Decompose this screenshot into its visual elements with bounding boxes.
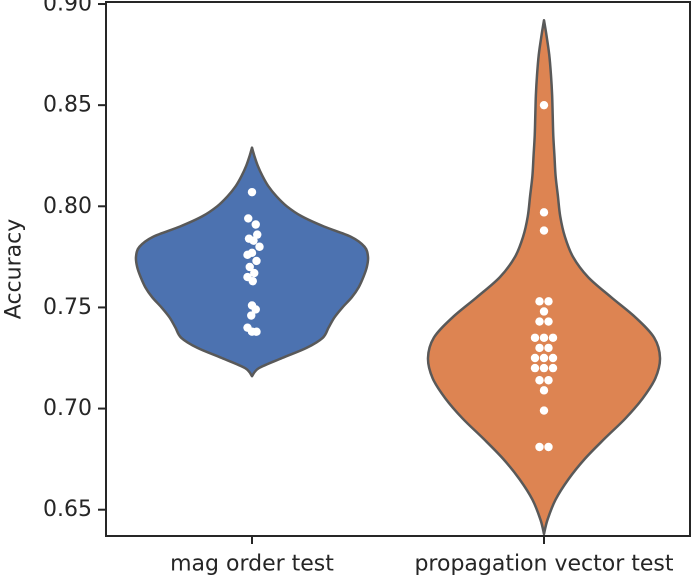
data-point — [539, 406, 549, 415]
data-point — [535, 297, 544, 306]
data-point — [251, 220, 260, 229]
points-layer — [243, 100, 558, 452]
data-point — [252, 256, 261, 266]
x-tick-label: mag order test — [170, 552, 334, 577]
y-tick-label: 0.85 — [43, 93, 92, 118]
data-point — [535, 442, 544, 452]
y-axis: 0.65 0.70 0.75 0.80 0.85 0.90 — [43, 0, 106, 522]
data-point — [245, 262, 254, 272]
data-point — [544, 297, 553, 306]
data-point — [244, 214, 253, 223]
violin-propagation-vector-test — [426, 18, 662, 536]
data-point — [243, 250, 252, 260]
data-point — [539, 386, 549, 395]
data-point — [250, 268, 259, 278]
data-point — [544, 317, 553, 326]
data-point — [539, 333, 549, 342]
data-point — [544, 442, 553, 452]
y-tick-label: 0.90 — [43, 0, 92, 17]
data-point — [539, 307, 549, 316]
data-point — [530, 353, 540, 363]
x-axis: mag order test propagation vector test — [170, 536, 674, 577]
data-point — [530, 363, 540, 373]
data-point — [539, 353, 549, 363]
data-point — [535, 317, 544, 326]
data-point — [253, 230, 262, 239]
data-point — [247, 311, 256, 320]
data-point — [539, 208, 549, 217]
y-tick-label: 0.70 — [43, 396, 92, 421]
x-tick-label: propagation vector test — [414, 552, 673, 577]
data-point — [539, 226, 549, 235]
data-point — [247, 187, 257, 197]
data-point — [255, 242, 264, 251]
y-tick-label: 0.65 — [43, 497, 92, 522]
data-point — [252, 327, 261, 336]
violin-layer — [134, 18, 662, 536]
data-point — [530, 333, 540, 342]
data-point — [535, 376, 544, 385]
data-point — [539, 100, 549, 110]
data-point — [548, 353, 558, 363]
y-tick-label: 0.75 — [43, 295, 92, 320]
violin-mag-order-test — [134, 146, 370, 378]
data-point — [251, 305, 260, 314]
data-point — [548, 363, 558, 373]
y-tick-label: 0.80 — [43, 194, 92, 219]
data-point — [249, 236, 258, 245]
data-point — [544, 343, 553, 353]
data-point — [535, 343, 544, 353]
data-point — [548, 333, 558, 342]
data-point — [539, 363, 549, 373]
data-point — [544, 376, 553, 385]
data-point — [248, 276, 257, 286]
plot-frame — [105, 1, 691, 537]
y-axis-label: Accuracy — [2, 219, 27, 319]
